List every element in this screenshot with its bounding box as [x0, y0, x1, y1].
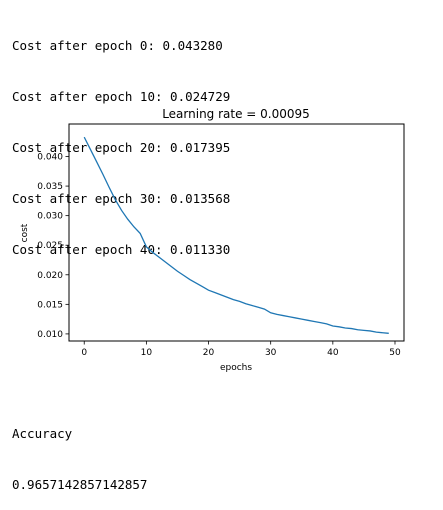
accuracy-value: 0.9657142857142857 — [12, 477, 148, 492]
cost-series-line — [83, 136, 389, 334]
cost-chart: Learning rate = 0.00095 0.0100.0150.0200… — [20, 107, 405, 373]
accuracy-output: Accuracy 0.9657142857142857 — [12, 391, 147, 510]
x-tick-label: 50 — [389, 348, 401, 358]
chart-title: Learning rate = 0.00095 — [162, 107, 310, 121]
y-tick-label: 0.025 — [37, 241, 63, 251]
log-line: Cost after epoch 30: 0.013568 — [12, 191, 231, 206]
y-axis-label: cost — [20, 223, 30, 242]
x-tick-label: 10 — [141, 348, 153, 358]
x-tick-label: 40 — [327, 348, 339, 358]
y-tick-label: 0.030 — [37, 212, 63, 222]
y-axis: 0.010 0.015 0.020 0.025 0.030 0.035 0.040 — [37, 153, 69, 340]
log-line: Cost after epoch 0: 0.043280 — [12, 38, 223, 53]
plot-frame — [68, 123, 405, 342]
x-axis: 0 10 20 30 40 50 — [81, 341, 401, 358]
accuracy-label: Accuracy — [12, 426, 73, 441]
log-line: Cost after epoch 10: 0.024729 — [12, 89, 231, 104]
y-tick-label: 0.015 — [37, 300, 63, 310]
x-tick-label: 20 — [203, 348, 215, 358]
y-tick-label: 0.020 — [37, 271, 63, 281]
x-tick-label: 30 — [265, 348, 277, 358]
log-line: Cost after epoch 20: 0.017395 — [12, 140, 231, 155]
y-tick-label: 0.010 — [37, 330, 63, 340]
x-tick-label: 0 — [81, 348, 87, 358]
y-tick-label: 0.035 — [37, 182, 63, 192]
x-axis-label: epochs — [220, 363, 252, 373]
y-tick-label: 0.040 — [37, 153, 63, 163]
